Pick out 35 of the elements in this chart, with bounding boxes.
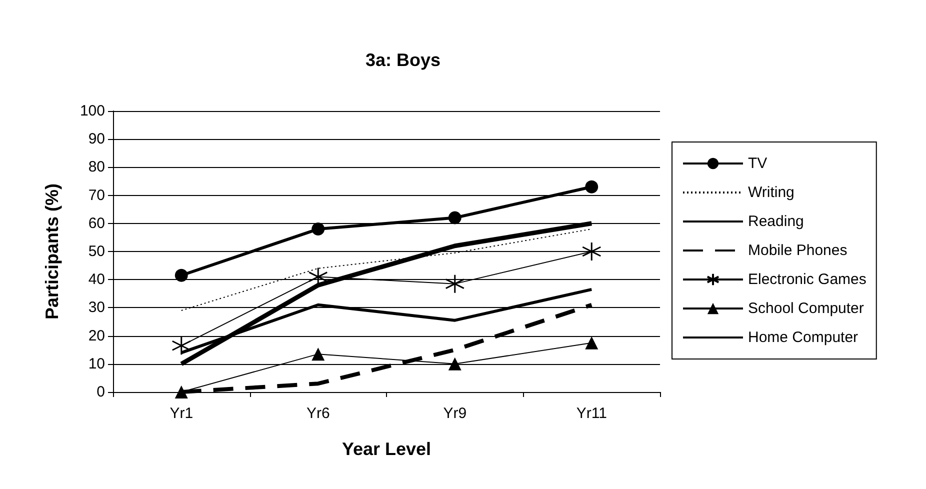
- y-tick-label: 30: [88, 299, 105, 316]
- point: [172, 336, 192, 356]
- legend-label: Electronic Games: [748, 271, 866, 288]
- y-axis-title: Participants (%): [42, 183, 62, 320]
- y-tick-label: 70: [88, 186, 105, 204]
- legend-label: TV: [748, 155, 768, 172]
- point: [582, 242, 602, 262]
- point: [312, 348, 325, 361]
- legend-label: School Computer: [748, 300, 864, 317]
- x-tick-label: Yr1: [170, 405, 194, 422]
- x-tick-label: Yr9: [443, 405, 467, 422]
- legend-label: Reading: [748, 213, 804, 230]
- point: [448, 211, 462, 224]
- y-tick-label: 90: [88, 130, 105, 148]
- legend-label: Mobile Phones: [748, 242, 848, 259]
- point: [312, 222, 325, 236]
- y-tick-label: 40: [88, 271, 105, 288]
- legend-label: Home Computer: [748, 329, 858, 346]
- y-tick-label: 80: [88, 158, 105, 176]
- x-tick-label: Yr6: [306, 405, 330, 422]
- x-tick-label: Yr11: [576, 405, 607, 422]
- point: [585, 180, 598, 194]
- legend-label: Writing: [748, 184, 794, 201]
- y-tick-label: 0: [96, 384, 105, 400]
- point: [585, 336, 598, 350]
- y-tick-label: 10: [88, 355, 105, 372]
- y-tick-label: 60: [88, 214, 105, 232]
- chart-title: 3a: Boys: [365, 50, 441, 70]
- point: [174, 268, 188, 282]
- x-axis-title: Year Level: [342, 439, 432, 459]
- point: [445, 274, 465, 294]
- y-tick-label: 50: [88, 243, 105, 260]
- y-tick-label: 20: [88, 327, 105, 344]
- point: [448, 357, 462, 370]
- y-tick-label: 100: [80, 102, 105, 120]
